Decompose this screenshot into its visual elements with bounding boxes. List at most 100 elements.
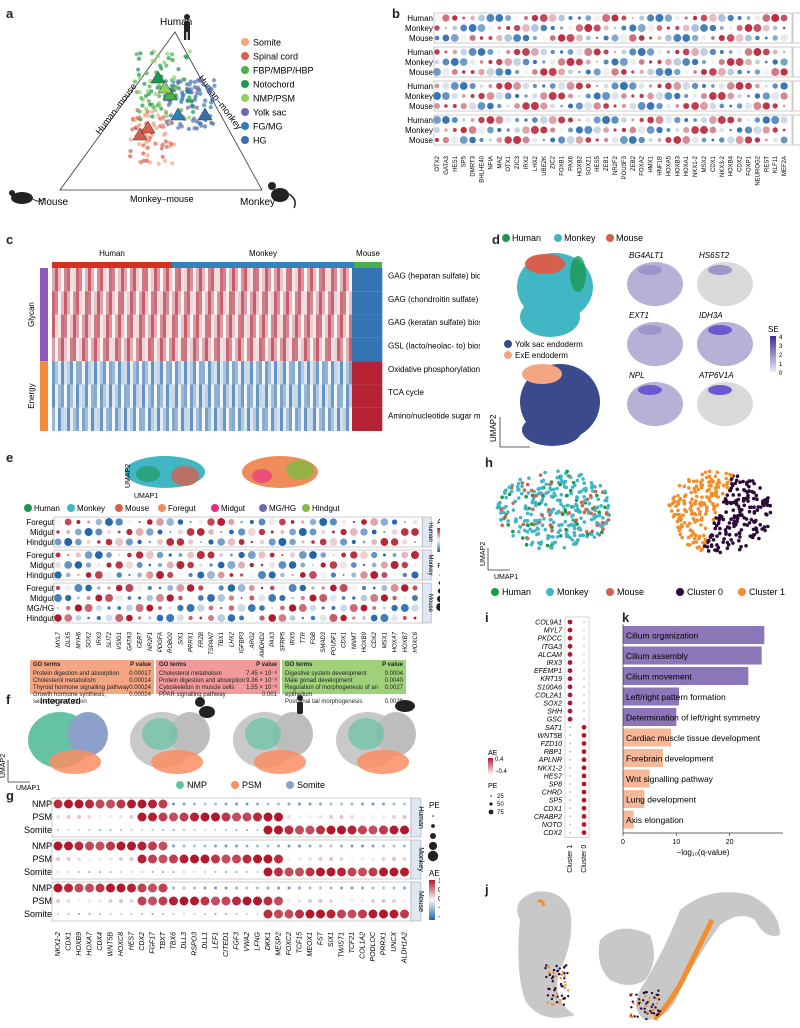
dot — [350, 815, 354, 819]
umap-point — [582, 520, 587, 524]
dot — [468, 102, 477, 110]
dot — [611, 68, 619, 76]
heatmap-cell — [235, 268, 239, 292]
dot — [118, 553, 121, 557]
pe-dot — [489, 802, 493, 806]
heatmap-cell — [70, 291, 74, 315]
dot — [199, 563, 203, 567]
dot — [268, 518, 277, 526]
heatmap-cell — [331, 384, 335, 408]
ternary-point — [164, 113, 169, 119]
dot — [452, 104, 457, 108]
heatmap-cell — [208, 407, 212, 431]
umap-point — [642, 991, 646, 995]
dot — [717, 14, 726, 22]
dot — [266, 802, 270, 806]
heatmap-cell — [274, 407, 278, 431]
heatmap-cell — [232, 407, 236, 431]
heatmap-cell — [361, 314, 365, 338]
heatmap-cell — [217, 361, 221, 385]
dot — [67, 554, 70, 556]
heatmap-cell — [274, 337, 278, 362]
umap-point — [525, 536, 530, 541]
heatmap-cell — [178, 337, 182, 362]
heatmap-cell — [298, 384, 302, 408]
heatmap-cell — [202, 407, 206, 431]
dot — [700, 48, 708, 56]
dot — [166, 614, 175, 622]
dot — [320, 562, 326, 568]
dot — [412, 595, 418, 601]
umap-point — [551, 507, 556, 512]
dot — [256, 829, 259, 831]
umap-point — [676, 502, 681, 506]
heatmap-cell — [328, 361, 332, 385]
dot — [754, 137, 761, 143]
umap-point — [549, 517, 553, 522]
dot — [558, 68, 566, 76]
umap-point — [536, 531, 541, 536]
bar-label: Cilium organization — [626, 631, 699, 641]
umap-point — [533, 503, 538, 508]
dot — [64, 883, 73, 893]
panel-label-b: b — [392, 6, 400, 21]
se-title: SE — [768, 325, 779, 334]
dot — [639, 69, 644, 75]
heatmap-cell — [178, 407, 182, 431]
go-header: GO terms P value — [159, 662, 277, 668]
dot — [339, 857, 344, 861]
heatmap-cell — [283, 361, 287, 385]
dot — [66, 899, 71, 903]
dot — [75, 615, 82, 621]
dot — [217, 594, 226, 602]
dot — [495, 68, 504, 76]
dot — [401, 551, 409, 559]
heatmap-cell — [151, 384, 155, 408]
heatmap-cell — [325, 314, 329, 338]
umap-point — [540, 513, 545, 518]
dot — [567, 49, 574, 55]
ternary-point — [212, 83, 217, 88]
heatmap-cell — [298, 314, 302, 338]
heatmap-cell — [214, 268, 218, 292]
umap-point — [545, 543, 550, 548]
dot — [450, 82, 459, 90]
heatmap-cell — [325, 337, 329, 362]
heatmap-cell — [373, 337, 377, 362]
ternary-point — [188, 87, 193, 92]
umap-point — [572, 523, 577, 528]
heatmap-cell — [229, 291, 233, 315]
gene-label: VWA2 — [244, 932, 251, 952]
ae-tick: 1.0 — [438, 878, 440, 885]
dot — [566, 34, 575, 42]
umap-blob — [171, 466, 199, 486]
heatmap-cell — [316, 268, 320, 292]
dot — [105, 518, 113, 526]
legend-label: HG — [253, 136, 267, 146]
dot — [381, 571, 388, 579]
heatmap-cell — [73, 291, 77, 315]
umap-point — [554, 975, 558, 978]
heatmap-cell — [304, 384, 308, 408]
dot — [106, 552, 112, 558]
go-pvalue: 0.00014 — [129, 678, 151, 684]
heatmap-cell — [151, 268, 155, 292]
umap-point — [563, 972, 566, 975]
dot — [560, 104, 563, 108]
heatmap-cell — [169, 268, 173, 292]
heatmap-cell — [79, 314, 83, 338]
heatmap-cell — [250, 337, 254, 362]
dot — [460, 48, 468, 56]
dot — [557, 34, 566, 42]
heatmap-cell — [253, 337, 257, 362]
dot — [65, 594, 72, 602]
heatmap-cell — [64, 384, 68, 408]
heatmap-cell — [346, 361, 350, 385]
umap-point — [521, 522, 526, 527]
heatmap-cell — [202, 291, 206, 315]
heatmap-cell — [316, 384, 320, 408]
row-label: GSL (lacto/neolac- to) biosynthesis — [388, 342, 480, 351]
dot — [459, 136, 468, 144]
dot — [567, 117, 574, 123]
umap-point — [529, 488, 534, 493]
